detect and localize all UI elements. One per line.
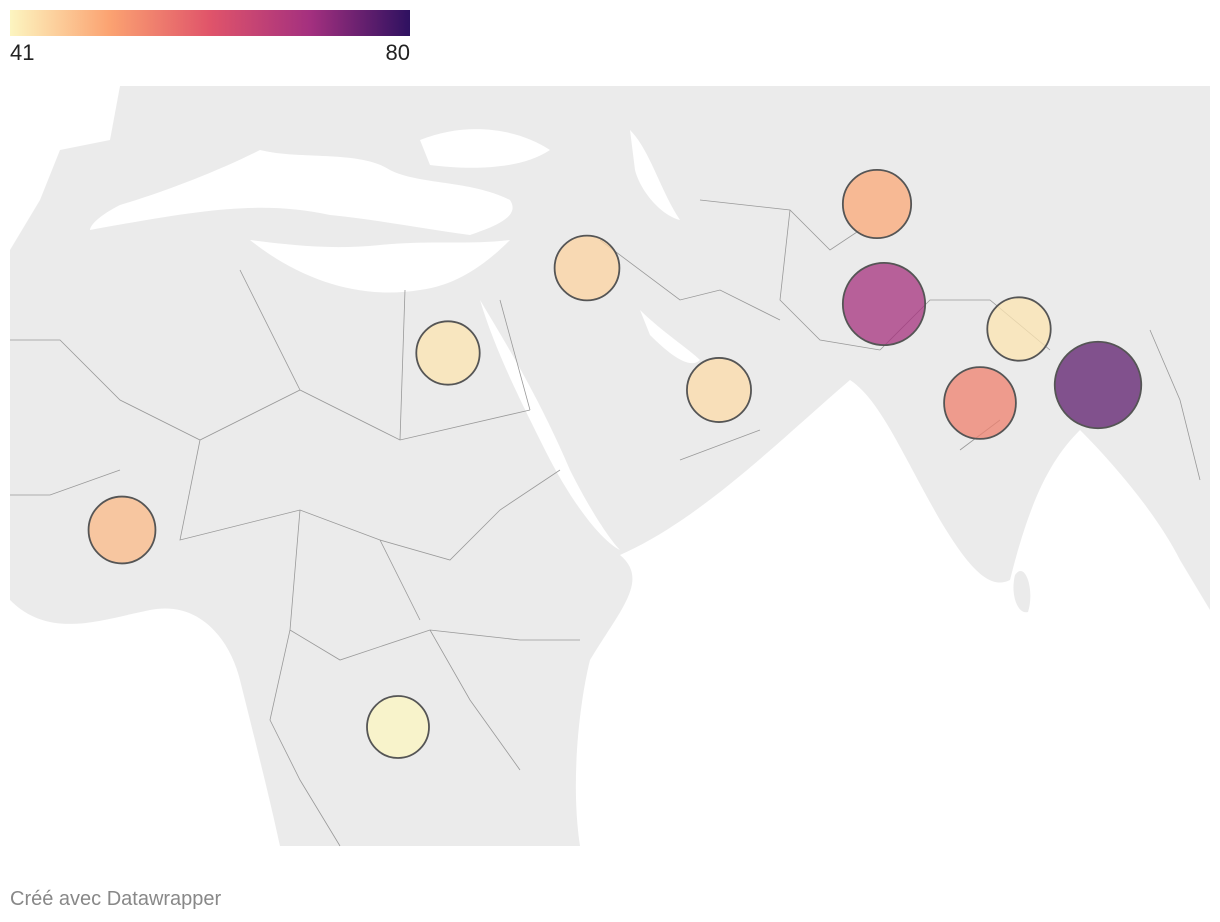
legend-gradient	[10, 10, 410, 36]
bubble	[366, 695, 430, 759]
bubble	[553, 234, 621, 302]
bubble-layer	[87, 168, 1143, 759]
bubble	[415, 320, 481, 386]
bubble	[986, 296, 1052, 362]
bubble	[943, 366, 1017, 440]
bubble	[1053, 340, 1143, 430]
basemap	[10, 86, 1210, 847]
legend-max: 80	[386, 40, 410, 65]
credit: Créé avec Datawrapper	[10, 888, 222, 910]
bubble	[841, 261, 927, 347]
bubble	[686, 357, 752, 423]
bubble	[841, 168, 913, 240]
legend-min: 41	[10, 40, 34, 65]
bubble	[87, 495, 157, 565]
